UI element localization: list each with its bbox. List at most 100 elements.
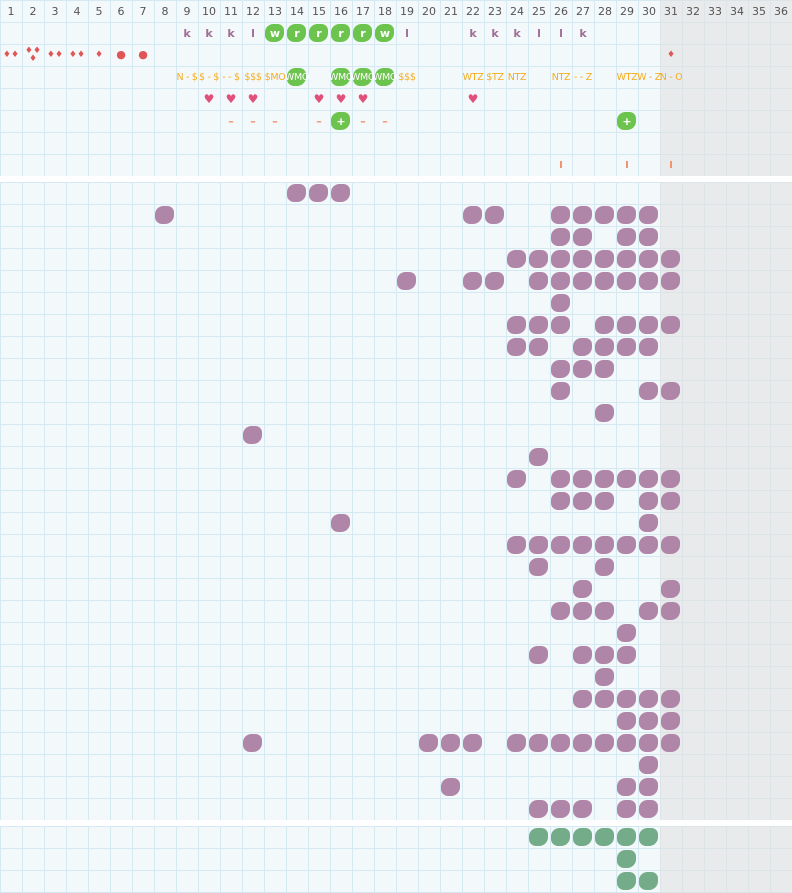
drops-cell[interactable]: ♦♦	[44, 44, 66, 66]
main-cell[interactable]	[616, 468, 638, 490]
codes-cell[interactable]: - - $	[220, 66, 242, 88]
main-cell[interactable]	[638, 380, 660, 402]
main-cell[interactable]	[638, 270, 660, 292]
drops-cell[interactable]: ●	[132, 44, 154, 66]
main-cell[interactable]	[638, 512, 660, 534]
main-cell[interactable]	[660, 490, 682, 512]
column-label[interactable]: 27	[576, 4, 590, 18]
main-cell[interactable]	[528, 644, 550, 666]
main-cell[interactable]	[418, 732, 440, 754]
bottom-cell[interactable]	[616, 848, 638, 870]
main-cell[interactable]	[330, 512, 352, 534]
main-cell[interactable]	[242, 732, 264, 754]
hearts-cell[interactable]: ♥	[352, 88, 374, 110]
letters-cell[interactable]: k	[572, 22, 594, 44]
main-cell[interactable]	[660, 710, 682, 732]
hearts-cell[interactable]: ♥	[242, 88, 264, 110]
main-cell[interactable]	[572, 270, 594, 292]
bottom-cell[interactable]	[616, 826, 638, 848]
main-cell[interactable]	[550, 798, 572, 820]
column-label[interactable]: 15	[312, 4, 326, 18]
main-cell[interactable]	[572, 336, 594, 358]
column-label[interactable]: 23	[488, 4, 502, 18]
main-cell[interactable]	[616, 644, 638, 666]
column-label[interactable]: 7	[139, 4, 147, 18]
main-cell[interactable]	[308, 182, 330, 204]
main-cell[interactable]	[616, 204, 638, 226]
main-cell[interactable]	[594, 534, 616, 556]
bottom-cell[interactable]	[594, 826, 616, 848]
ticks-cell[interactable]: I	[660, 154, 682, 176]
main-cell[interactable]	[506, 534, 528, 556]
main-cell[interactable]	[572, 732, 594, 754]
main-cell[interactable]	[506, 248, 528, 270]
column-label[interactable]: 26	[554, 4, 568, 18]
main-cell[interactable]	[594, 336, 616, 358]
main-cell[interactable]	[638, 688, 660, 710]
letters-cell[interactable]: r	[286, 22, 308, 44]
main-cell[interactable]	[638, 534, 660, 556]
bottom-cell[interactable]	[572, 826, 594, 848]
letters-cell[interactable]: l	[396, 22, 418, 44]
main-cell[interactable]	[660, 314, 682, 336]
column-label[interactable]: 5	[95, 4, 103, 18]
codes-cell[interactable]: N - O	[660, 66, 683, 88]
main-cell[interactable]	[660, 534, 682, 556]
main-cell[interactable]	[550, 358, 572, 380]
main-cell[interactable]	[616, 688, 638, 710]
column-label[interactable]: 29	[620, 4, 634, 18]
column-label[interactable]: 17	[356, 4, 370, 18]
main-cell[interactable]	[550, 314, 572, 336]
main-cell[interactable]	[572, 248, 594, 270]
hearts-cell[interactable]: ♥	[330, 88, 352, 110]
main-cell[interactable]	[594, 666, 616, 688]
column-label[interactable]: 13	[268, 4, 282, 18]
drops-cell[interactable]: ♦♦	[66, 44, 88, 66]
main-cell[interactable]	[550, 490, 572, 512]
letters-cell[interactable]: r	[330, 22, 352, 44]
main-cell[interactable]	[550, 226, 572, 248]
main-cell[interactable]	[572, 468, 594, 490]
hearts-cell[interactable]: ♥	[220, 88, 242, 110]
hearts-cell[interactable]: ♥	[462, 88, 484, 110]
main-cell[interactable]	[550, 248, 572, 270]
main-cell[interactable]	[594, 314, 616, 336]
letters-cell[interactable]: r	[352, 22, 374, 44]
codes-cell[interactable]: $ - $	[198, 66, 220, 88]
letters-cell[interactable]: k	[506, 22, 528, 44]
main-cell[interactable]	[616, 710, 638, 732]
main-cell[interactable]	[572, 226, 594, 248]
letters-cell[interactable]: k	[484, 22, 506, 44]
dashes-cell[interactable]: –	[242, 110, 264, 132]
main-cell[interactable]	[660, 380, 682, 402]
main-cell[interactable]	[616, 534, 638, 556]
main-cell[interactable]	[462, 732, 484, 754]
letters-cell[interactable]: w	[264, 22, 286, 44]
column-label[interactable]: 11	[224, 4, 238, 18]
codes-cell[interactable]: WMO	[329, 66, 353, 88]
column-label[interactable]: 4	[73, 4, 81, 18]
main-cell[interactable]	[594, 644, 616, 666]
main-cell[interactable]	[528, 534, 550, 556]
main-cell[interactable]	[550, 292, 572, 314]
main-cell[interactable]	[572, 798, 594, 820]
column-label[interactable]: 6	[117, 4, 125, 18]
letters-cell[interactable]: k	[220, 22, 242, 44]
drops-cell[interactable]: ♦	[88, 44, 110, 66]
main-cell[interactable]	[660, 600, 682, 622]
main-cell[interactable]	[330, 182, 352, 204]
main-cell[interactable]	[550, 270, 572, 292]
main-cell[interactable]	[572, 600, 594, 622]
main-cell[interactable]	[462, 270, 484, 292]
main-cell[interactable]	[528, 556, 550, 578]
main-cell[interactable]	[550, 600, 572, 622]
main-cell[interactable]	[616, 226, 638, 248]
main-cell[interactable]	[638, 336, 660, 358]
main-cell[interactable]	[638, 754, 660, 776]
main-cell[interactable]	[594, 204, 616, 226]
codes-cell[interactable]: $$$	[396, 66, 418, 88]
hearts-cell[interactable]: ♥	[308, 88, 330, 110]
main-cell[interactable]	[660, 468, 682, 490]
main-cell[interactable]	[506, 336, 528, 358]
main-cell[interactable]	[616, 336, 638, 358]
